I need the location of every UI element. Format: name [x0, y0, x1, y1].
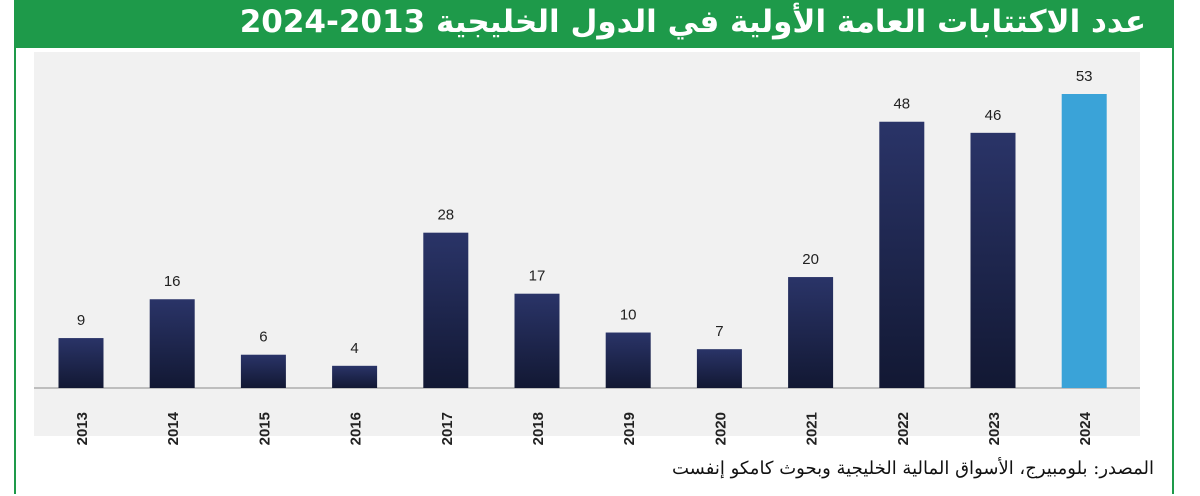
x-tick-label-2021: 2021 [804, 412, 821, 445]
x-tick-label-2019: 2019 [621, 412, 638, 445]
bar-2017 [423, 232, 469, 388]
bar-2018 [514, 293, 560, 388]
data-label-2013: 9 [77, 312, 85, 329]
chart-title: عدد الاكتتابات العامة الأولية في الدول ا… [239, 4, 1146, 40]
chart-frame [14, 0, 1174, 494]
bar-2014 [149, 299, 195, 388]
bar-2019 [605, 332, 651, 388]
bar-2013 [58, 338, 104, 388]
bar-2024 [1061, 94, 1107, 388]
x-tick-label-2024: 2024 [1077, 411, 1094, 445]
source-note: المصدر: بلومبيرج، الأسواق المالية الخليج… [672, 458, 1154, 479]
x-tick-label-2023: 2023 [986, 412, 1003, 445]
x-tick-label-2013: 2013 [74, 412, 91, 445]
bar-2021 [788, 277, 834, 388]
x-tick-label-2020: 2020 [712, 412, 729, 445]
plot-area [34, 52, 1140, 436]
bar-2020 [696, 349, 742, 388]
x-tick-label-2018: 2018 [530, 412, 547, 445]
bar-2022 [879, 121, 925, 389]
data-label-2017: 28 [437, 207, 454, 224]
data-label-2022: 48 [893, 96, 910, 113]
x-tick-label-2016: 2016 [348, 412, 365, 445]
x-tick-label-2015: 2015 [256, 412, 273, 445]
bar-2023 [970, 132, 1016, 388]
data-label-2015: 6 [259, 329, 267, 346]
x-tick-label-2022: 2022 [895, 412, 912, 445]
bar-2015 [240, 354, 286, 388]
data-label-2023: 46 [985, 107, 1002, 124]
data-label-2019: 10 [620, 307, 637, 324]
data-label-2018: 17 [529, 268, 546, 285]
data-label-2021: 20 [802, 251, 819, 268]
data-label-2016: 4 [350, 340, 358, 357]
x-tick-label-2017: 2017 [439, 412, 456, 445]
data-label-2020: 7 [715, 323, 723, 340]
x-tick-label-2014: 2014 [165, 411, 182, 445]
data-label-2014: 16 [164, 273, 181, 290]
data-label-2024: 53 [1076, 68, 1093, 85]
title-bar: عدد الاكتتابات العامة الأولية في الدول ا… [14, 0, 1174, 48]
bar-2016 [332, 365, 378, 388]
